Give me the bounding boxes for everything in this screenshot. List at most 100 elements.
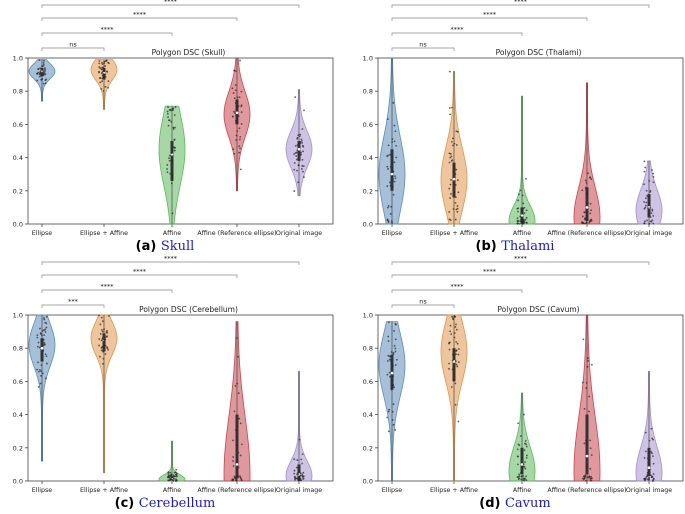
sample-point-affine	[525, 475, 527, 478]
sample-point-original-image	[651, 452, 653, 455]
sample-point-affine-reference-ellipse	[589, 176, 592, 179]
sample-point-ellipse	[394, 323, 397, 325]
sample-point-original-image	[649, 189, 652, 192]
sample-point-affine	[166, 164, 169, 166]
sample-point-affine	[173, 139, 176, 141]
sample-point-original-image	[649, 206, 652, 209]
sample-point-original-image	[300, 138, 303, 141]
sample-point-affine	[170, 120, 173, 123]
caption-link[interactable]: Cavum	[505, 496, 551, 511]
sample-point-ellipse	[38, 370, 40, 373]
sample-point-affine	[516, 217, 519, 220]
sample-point-original-image	[297, 134, 300, 137]
sample-point-affine	[520, 216, 523, 218]
sample-point-original-image	[296, 459, 299, 461]
sample-point-original-image	[300, 151, 302, 154]
sample-point-ellipse-affine	[101, 77, 104, 80]
sample-point-ellipse-affine	[453, 167, 456, 170]
sample-point-original-image	[651, 169, 653, 171]
sample-point-original-image	[296, 144, 299, 147]
y-tick-label: 1.0	[13, 55, 23, 63]
sample-point-ellipse	[392, 384, 395, 387]
caption-label: (d)	[479, 496, 505, 511]
sample-point-affine-reference-ellipse	[587, 172, 589, 175]
x-tick-label-ellipse-affine: Ellipse + Affine	[80, 230, 128, 237]
significance-bracket-affine	[391, 32, 523, 36]
sample-point-ellipse	[44, 328, 47, 331]
sample-point-ellipse-affine	[101, 330, 104, 333]
sample-point-affine-reference-ellipse	[589, 478, 592, 481]
axes-frame	[377, 57, 684, 225]
sample-point-ellipse	[43, 317, 45, 319]
caption-link[interactable]: Skull	[161, 239, 194, 254]
quartile-box-ellipse	[390, 149, 394, 191]
significance-bracket-affine	[391, 289, 523, 293]
significance-label: ****	[101, 26, 115, 34]
sample-point-affine-reference-ellipse	[585, 441, 588, 444]
significance-label: ns	[69, 41, 77, 49]
sample-point-original-image	[296, 169, 298, 172]
x-tick-label-ellipse-affine: Ellipse + Affine	[430, 230, 478, 237]
sample-point-affine	[521, 223, 524, 225]
sample-point-ellipse-affine	[451, 368, 454, 371]
caption-link[interactable]: Thalami	[501, 239, 554, 254]
sample-point-ellipse-affine	[454, 196, 457, 199]
sample-point-original-image	[293, 168, 296, 171]
significance-label: ****	[514, 255, 528, 263]
y-tick-label: 0.8	[363, 345, 373, 353]
sample-point-ellipse-affine	[456, 179, 459, 182]
sample-point-ellipse	[387, 430, 390, 433]
sample-point-ellipse	[387, 340, 390, 342]
sample-point-affine-reference-ellipse	[233, 410, 236, 413]
sample-point-ellipse	[387, 335, 390, 338]
y-tick-label: 0.0	[13, 478, 23, 486]
sample-point-affine	[166, 476, 169, 478]
panel-polygon-dsc-cerebellum: Polygon DSC (Cerebellum) 0.0 0.2 0.4 0.6 0.8 1…	[13, 255, 334, 511]
sample-point-affine	[516, 476, 519, 479]
sample-point-affine	[170, 478, 173, 481]
sample-point-original-image	[296, 477, 299, 480]
sample-point-ellipse	[43, 63, 45, 66]
y-tick-label: 0.2	[13, 187, 23, 195]
caption-label: (b)	[476, 239, 502, 254]
significance-label: ****	[164, 255, 178, 263]
sample-point-affine-reference-ellipse	[581, 189, 584, 192]
sample-point-affine-reference-ellipse	[239, 59, 241, 62]
sample-point-ellipse-affine	[450, 178, 452, 181]
sample-point-affine	[168, 154, 171, 157]
y-tick-label: 0.2	[13, 444, 23, 452]
quartile-box-affine-reference-ellipse	[235, 414, 239, 478]
sample-point-affine-reference-ellipse	[585, 439, 587, 442]
caption-link[interactable]: Cerebellum	[139, 496, 216, 511]
sample-point-ellipse	[391, 138, 394, 140]
sample-point-affine-reference-ellipse	[588, 476, 590, 479]
sample-point-ellipse-affine	[99, 355, 101, 358]
sample-point-original-image	[293, 472, 296, 475]
sample-point-affine-reference-ellipse	[235, 337, 238, 340]
sample-point-affine	[524, 461, 526, 463]
sample-point-affine	[173, 146, 176, 149]
sample-point-affine-reference-ellipse	[590, 209, 592, 212]
sample-point-ellipse	[392, 351, 395, 354]
sample-point-ellipse-affine	[100, 88, 103, 90]
sample-point-affine	[521, 194, 524, 197]
sample-point-ellipse-affine	[98, 60, 101, 62]
sample-point-affine-reference-ellipse	[232, 148, 235, 151]
sample-point-ellipse-affine	[454, 201, 457, 204]
sample-point-affine-reference-ellipse	[586, 365, 589, 368]
sample-point-ellipse	[394, 347, 397, 350]
quartile-box-ellipse	[40, 338, 44, 362]
sample-point-original-image	[296, 473, 298, 476]
sample-point-affine-reference-ellipse	[237, 355, 240, 358]
sample-point-ellipse-affine	[455, 323, 457, 326]
sample-point-ellipse	[394, 175, 396, 178]
sample-point-ellipse	[387, 410, 390, 413]
sample-point-original-image	[297, 478, 300, 480]
sample-point-original-image	[303, 176, 305, 178]
sample-point-ellipse	[387, 144, 390, 147]
x-tick-label-ellipse: Ellipse	[32, 487, 53, 494]
sample-point-affine	[169, 471, 172, 474]
sample-point-affine-reference-ellipse	[583, 407, 586, 410]
sample-point-ellipse-affine	[456, 205, 459, 207]
sample-point-affine-reference-ellipse	[589, 467, 592, 470]
